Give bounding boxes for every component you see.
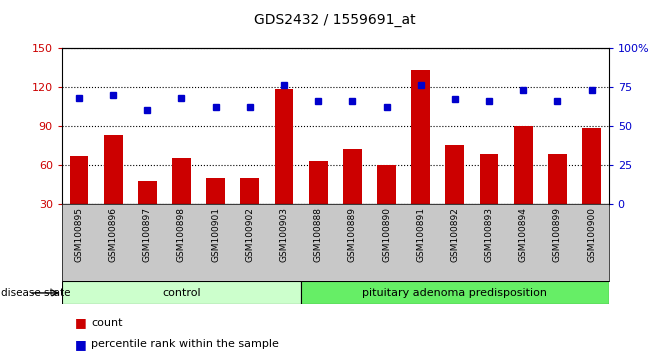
Text: GSM100898: GSM100898 [177,207,186,262]
Text: GSM100889: GSM100889 [348,207,357,262]
Bar [138,182,157,204]
Text: GSM100899: GSM100899 [553,207,562,262]
Text: GSM100894: GSM100894 [519,207,528,262]
Bar [343,149,362,204]
Text: count: count [91,318,122,328]
Text: GSM100895: GSM100895 [74,207,83,262]
Bar [582,128,601,204]
Text: GSM100896: GSM100896 [109,207,118,262]
Bar [301,281,609,304]
Bar [172,158,191,204]
Text: GSM100901: GSM100901 [211,207,220,262]
Bar [548,154,567,204]
Bar [70,155,89,204]
Text: GSM100893: GSM100893 [484,207,493,262]
Text: GSM100900: GSM100900 [587,207,596,262]
Bar [480,154,499,204]
Text: GSM100890: GSM100890 [382,207,391,262]
Bar [240,178,259,204]
Text: ■: ■ [75,338,87,350]
Text: percentile rank within the sample: percentile rank within the sample [91,339,279,349]
Text: ■: ■ [75,316,87,329]
Bar [104,135,122,204]
Text: pituitary adenoma predisposition: pituitary adenoma predisposition [363,288,547,298]
Bar [445,145,464,204]
Bar [309,161,327,204]
Text: control: control [162,288,201,298]
Text: GDS2432 / 1559691_at: GDS2432 / 1559691_at [255,12,416,27]
Text: GSM100891: GSM100891 [416,207,425,262]
Text: disease state: disease state [1,288,71,298]
Bar [514,126,533,204]
Bar [206,178,225,204]
Bar [62,281,301,304]
Text: GSM100897: GSM100897 [143,207,152,262]
Text: GSM100888: GSM100888 [314,207,323,262]
Bar [275,89,294,204]
Bar [377,165,396,204]
Text: GSM100902: GSM100902 [245,207,255,262]
Text: GSM100892: GSM100892 [450,207,460,262]
Bar [411,70,430,204]
Text: GSM100903: GSM100903 [279,207,288,262]
